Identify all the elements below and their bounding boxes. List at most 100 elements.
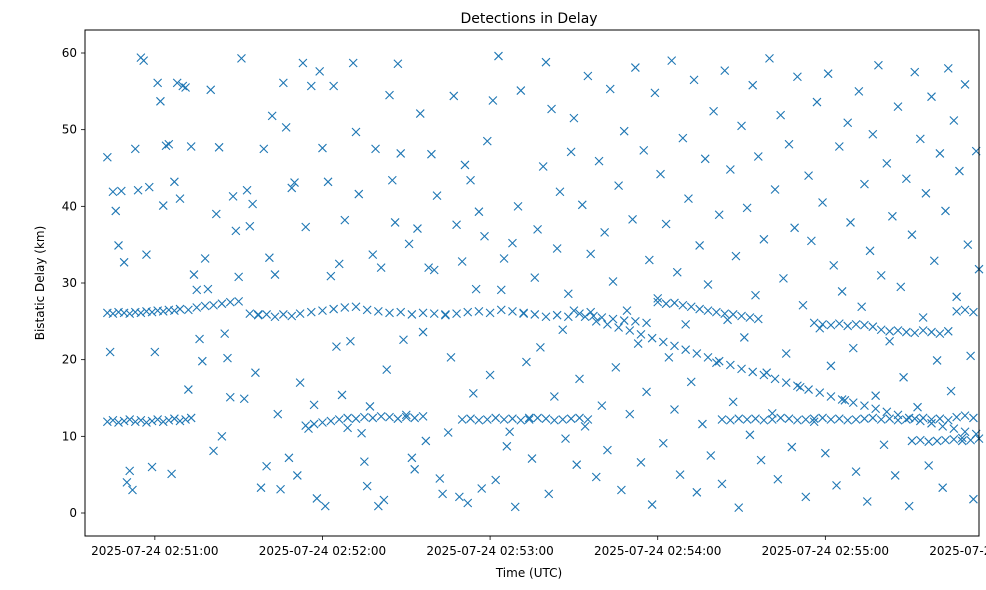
data-point xyxy=(753,314,763,324)
data-point xyxy=(281,122,291,132)
data-point xyxy=(142,250,151,260)
data-point xyxy=(851,467,861,476)
data-point xyxy=(943,326,953,336)
data-point xyxy=(915,134,925,144)
data-point xyxy=(929,256,939,266)
data-point xyxy=(960,427,970,437)
data-point xyxy=(857,302,867,312)
data-point xyxy=(868,129,878,139)
data-point xyxy=(871,391,881,401)
data-point xyxy=(119,416,129,426)
data-point xyxy=(703,306,713,315)
data-point xyxy=(957,436,967,446)
data-point xyxy=(368,413,378,423)
data-point xyxy=(544,489,554,499)
data-point xyxy=(678,300,688,310)
data-point xyxy=(960,305,970,315)
y-tick-label: 10 xyxy=(62,429,77,443)
data-point xyxy=(150,347,160,357)
x-tick-label: 2025-07-24 02:54:00 xyxy=(594,544,721,558)
data-point xyxy=(326,416,336,426)
data-point xyxy=(801,492,811,502)
data-point xyxy=(170,306,179,315)
data-point xyxy=(918,313,928,322)
data-point xyxy=(172,78,182,88)
data-point xyxy=(209,446,218,456)
data-point xyxy=(793,381,802,391)
data-point xyxy=(357,428,366,438)
data-point xyxy=(943,63,953,73)
data-point xyxy=(834,142,844,151)
data-point xyxy=(876,415,886,424)
data-point xyxy=(809,414,819,424)
data-point xyxy=(318,143,327,153)
data-point xyxy=(248,199,258,209)
data-point xyxy=(739,333,749,342)
data-point xyxy=(147,416,157,426)
data-point xyxy=(359,457,369,467)
data-point xyxy=(731,251,741,261)
data-point xyxy=(698,419,707,429)
data-point xyxy=(287,183,297,193)
data-point xyxy=(119,257,129,267)
data-point xyxy=(717,479,727,489)
data-point xyxy=(823,69,833,79)
data-point xyxy=(298,58,308,68)
data-point xyxy=(446,352,456,362)
data-point xyxy=(742,203,752,213)
data-point xyxy=(913,402,922,412)
data-point xyxy=(304,424,313,434)
data-point xyxy=(955,166,964,176)
data-point xyxy=(376,263,386,273)
data-point xyxy=(804,171,813,181)
data-point xyxy=(538,162,548,171)
y-tick-label: 0 xyxy=(69,506,77,520)
data-point xyxy=(318,306,327,315)
data-point xyxy=(826,361,836,371)
data-point xyxy=(829,260,839,270)
data-point xyxy=(516,415,526,425)
data-point xyxy=(949,435,959,444)
data-point xyxy=(346,336,355,346)
x-axis: 2025-07-24 02:51:00 2025-07-24 02:52:00 20… xyxy=(91,536,986,558)
data-point xyxy=(513,201,523,211)
data-point xyxy=(326,271,336,281)
data-point xyxy=(586,307,596,317)
data-point xyxy=(251,368,260,378)
data-point xyxy=(220,329,230,338)
data-point xyxy=(340,303,350,312)
data-point xyxy=(915,435,925,445)
data-point xyxy=(102,152,112,162)
data-point xyxy=(359,412,369,422)
data-point xyxy=(186,142,196,151)
data-point xyxy=(290,178,299,187)
data-point xyxy=(935,414,945,424)
data-point xyxy=(784,414,794,424)
data-point xyxy=(759,415,769,425)
y-tick-label: 50 xyxy=(62,123,77,137)
data-point xyxy=(348,58,358,68)
data-point xyxy=(404,239,414,249)
data-point xyxy=(734,503,744,513)
data-point xyxy=(910,67,920,77)
data-point xyxy=(242,185,252,195)
data-point xyxy=(653,293,663,303)
data-point xyxy=(611,362,621,372)
data-point xyxy=(499,415,509,424)
data-point xyxy=(918,326,928,335)
data-point xyxy=(711,307,721,317)
data-point xyxy=(770,374,780,384)
data-point xyxy=(164,415,174,425)
data-point xyxy=(882,159,892,168)
data-point xyxy=(745,430,755,440)
data-point xyxy=(644,255,654,265)
data-point xyxy=(826,320,836,330)
data-point xyxy=(253,310,263,319)
data-point xyxy=(262,310,271,319)
x-tick-label: 2025-07-24 02:51:00 xyxy=(91,544,218,558)
data-point xyxy=(144,182,154,192)
data-point xyxy=(362,305,372,315)
data-point xyxy=(206,85,216,95)
data-point xyxy=(790,223,800,233)
data-point xyxy=(234,297,244,306)
